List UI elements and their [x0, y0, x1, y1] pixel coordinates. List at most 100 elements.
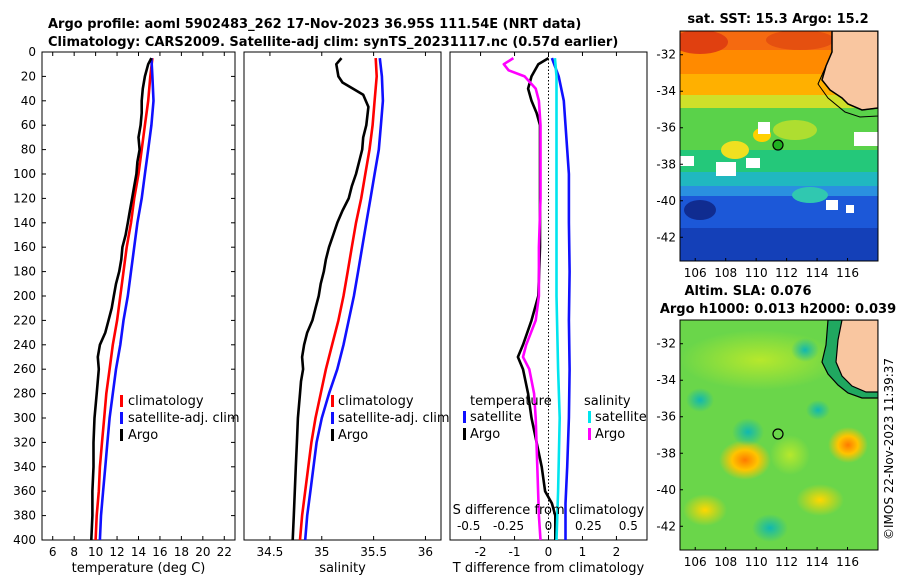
- map-y-tick-label: -36: [656, 121, 676, 135]
- x-axis-label: salinity: [319, 561, 366, 576]
- y-tick-label: 0: [28, 45, 36, 59]
- y-tick-label: 20: [21, 69, 36, 83]
- sst-map-title: sat. SST: 15.3 Argo: 15.2: [687, 12, 868, 27]
- map-x-tick-label: 114: [806, 555, 829, 569]
- sla-map-subtitle: Argo h1000: 0.013 h2000: 0.039: [660, 302, 896, 317]
- map-x-tick-label: 108: [714, 266, 737, 280]
- top-tick-label: -0.25: [493, 519, 524, 533]
- imos-footer: ©IMOS 22-Nov-2023 11:39:37: [882, 358, 896, 540]
- map-y-tick-label: -32: [656, 48, 676, 62]
- map-y-tick-label: -42: [656, 519, 676, 533]
- series-line-satellite-adj-clim: [303, 57, 385, 541]
- legend-label-s-satellite: satellite: [595, 410, 647, 425]
- map-x-tick-label: 106: [684, 555, 707, 569]
- legend-swatch-t-argo: [463, 428, 466, 440]
- x-tick-label: 0: [545, 545, 553, 559]
- x-tick-label: 6: [49, 545, 57, 559]
- map-y-tick-label: -42: [656, 230, 676, 244]
- y-tick-label: 80: [21, 143, 36, 157]
- x-tick-label: 10: [88, 545, 103, 559]
- y-tick-label: 240: [13, 338, 36, 352]
- sla-map-title: Altim. SLA: 0.076: [685, 284, 812, 299]
- map-x-tick-label: 106: [684, 266, 707, 280]
- difference-panel: -2 -1 0 1 2 T difference from climatology S di…: [449, 51, 648, 576]
- y-tick-label: 140: [13, 216, 36, 230]
- difference-legend: temperature salinity satellite Argo sate…: [463, 394, 647, 442]
- x-tick-label: 1: [579, 545, 587, 559]
- map-y-tick-label: -34: [656, 373, 676, 387]
- map-x-tick-label: 110: [745, 266, 768, 280]
- x-tick-label: 35: [314, 545, 329, 559]
- x-tick-label: 34.5: [257, 545, 284, 559]
- series-line-climatology: [94, 57, 154, 541]
- x-tick-label: 36: [418, 545, 433, 559]
- x-tick-label: 20: [195, 545, 210, 559]
- x-tick-label: 14: [131, 545, 146, 559]
- sst-argo-marker: [772, 139, 784, 151]
- sst-map: sat. SST: 15.3 Argo: 15.2: [656, 12, 879, 280]
- x-tick-label: 16: [152, 545, 167, 559]
- y-tick-label: 160: [13, 240, 36, 254]
- legend-label-t-satellite: satellite: [470, 410, 522, 425]
- y-tick-label: 180: [13, 265, 36, 279]
- y-tick-label: 220: [13, 313, 36, 327]
- map-y-tick-label: -40: [656, 483, 676, 497]
- top-tick-label: 0.5: [619, 519, 638, 533]
- legend-swatch-argo: [331, 429, 334, 441]
- legend-swatch-s-argo: [588, 428, 591, 440]
- legend-label-s-argo: Argo: [595, 427, 625, 442]
- x-axis-label: temperature (deg C): [72, 561, 206, 576]
- legend-title-temperature: temperature: [470, 394, 552, 409]
- y-tick-label: 60: [21, 118, 36, 132]
- legend-label-satellite: satellite-adj. clim: [338, 411, 450, 426]
- top-axis-label: S difference from climatology: [453, 503, 645, 518]
- map-x-tick-label: 114: [806, 266, 829, 280]
- top-tick-label: 0.25: [575, 519, 602, 533]
- legend-swatch-t-satellite: [463, 411, 466, 423]
- p-diff-axes-box: [449, 51, 648, 541]
- map-y-tick-label: -34: [656, 84, 676, 98]
- temperature-panel: 6 8 10 12 14 16 18 20 22020406080100120140160180…: [13, 45, 236, 576]
- y-tick-label: 300: [13, 411, 36, 425]
- y-tick-label: 260: [13, 362, 36, 376]
- y-tick-label: 340: [13, 460, 36, 474]
- y-tick-label: 360: [13, 484, 36, 498]
- y-tick-label: 320: [13, 435, 36, 449]
- series-line-s-satellite: [553, 57, 561, 541]
- p-temp-axes-box: [41, 51, 236, 541]
- map-y-tick-label: -38: [656, 446, 676, 460]
- x-tick-label: 18: [174, 545, 189, 559]
- legend-swatch-climatology: [120, 395, 123, 407]
- map-y-tick-label: -40: [656, 194, 676, 208]
- top-tick-label: 0: [545, 519, 553, 533]
- x-tick-label: 2: [613, 545, 621, 559]
- legend-swatch-climatology: [331, 395, 334, 407]
- x-axis-label: T difference from climatology: [452, 561, 645, 576]
- map-y-tick-label: -32: [656, 337, 676, 351]
- series-line-climatology: [298, 58, 378, 541]
- salinity-panel: 34.5 35 35.5 36 salinity: [243, 51, 442, 576]
- salinity-legend: climatology satellite-adj. clim Argo: [331, 394, 450, 443]
- y-tick-label: 380: [13, 509, 36, 523]
- x-tick-label: 22: [217, 545, 232, 559]
- map-x-tick-label: 108: [714, 555, 737, 569]
- legend-swatch-satellite: [331, 412, 334, 424]
- y-tick-label: 200: [13, 289, 36, 303]
- map-x-tick-label: 112: [775, 555, 798, 569]
- legend-label-argo: Argo: [128, 428, 158, 443]
- y-tick-label: 400: [13, 533, 36, 547]
- x-tick-label: 35.5: [360, 545, 387, 559]
- map-y-tick-label: -36: [656, 410, 676, 424]
- x-tick-label: -1: [509, 545, 521, 559]
- figure-title-line2: Climatology: CARS2009. Satellite-adj cli…: [48, 35, 618, 50]
- legend-swatch-argo: [120, 429, 123, 441]
- figure-title-line1: Argo profile: aoml 5902483_262 17-Nov-20…: [48, 17, 581, 32]
- y-tick-label: 40: [21, 94, 36, 108]
- legend-label-satellite: satellite-adj. clim: [128, 411, 240, 426]
- series-line-argo: [90, 57, 153, 541]
- series-line-argo: [291, 57, 370, 541]
- temperature-legend: climatology satellite-adj. clim Argo: [120, 394, 240, 443]
- map-x-tick-label: 110: [745, 555, 768, 569]
- legend-swatch-satellite: [120, 412, 123, 424]
